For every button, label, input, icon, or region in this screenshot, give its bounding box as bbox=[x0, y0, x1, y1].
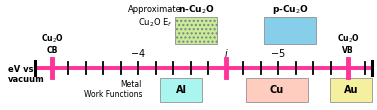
Text: Cu$_2$O
CB: Cu$_2$O CB bbox=[41, 32, 63, 55]
Text: $-5$: $-5$ bbox=[270, 47, 286, 59]
Text: p-Cu$_2$O: p-Cu$_2$O bbox=[271, 3, 308, 16]
Bar bbox=[246, 78, 308, 102]
Text: $-4$: $-4$ bbox=[130, 47, 146, 59]
Text: $i$: $i$ bbox=[224, 47, 228, 59]
Text: Approximate
Cu$_2$O E$_f$: Approximate Cu$_2$O E$_f$ bbox=[128, 5, 182, 29]
Bar bbox=[264, 17, 316, 44]
Bar bbox=[175, 17, 217, 44]
Text: Cu: Cu bbox=[270, 85, 284, 95]
Bar bbox=[330, 78, 372, 102]
Text: eV vs.
vacuum: eV vs. vacuum bbox=[8, 65, 45, 84]
Text: n-Cu$_2$O: n-Cu$_2$O bbox=[178, 3, 215, 16]
Text: Al: Al bbox=[176, 85, 187, 95]
Text: Cu$_2$O
VB: Cu$_2$O VB bbox=[337, 32, 359, 55]
Text: Metal
Work Functions: Metal Work Functions bbox=[83, 80, 142, 99]
Bar bbox=[160, 78, 202, 102]
Text: Au: Au bbox=[344, 85, 358, 95]
